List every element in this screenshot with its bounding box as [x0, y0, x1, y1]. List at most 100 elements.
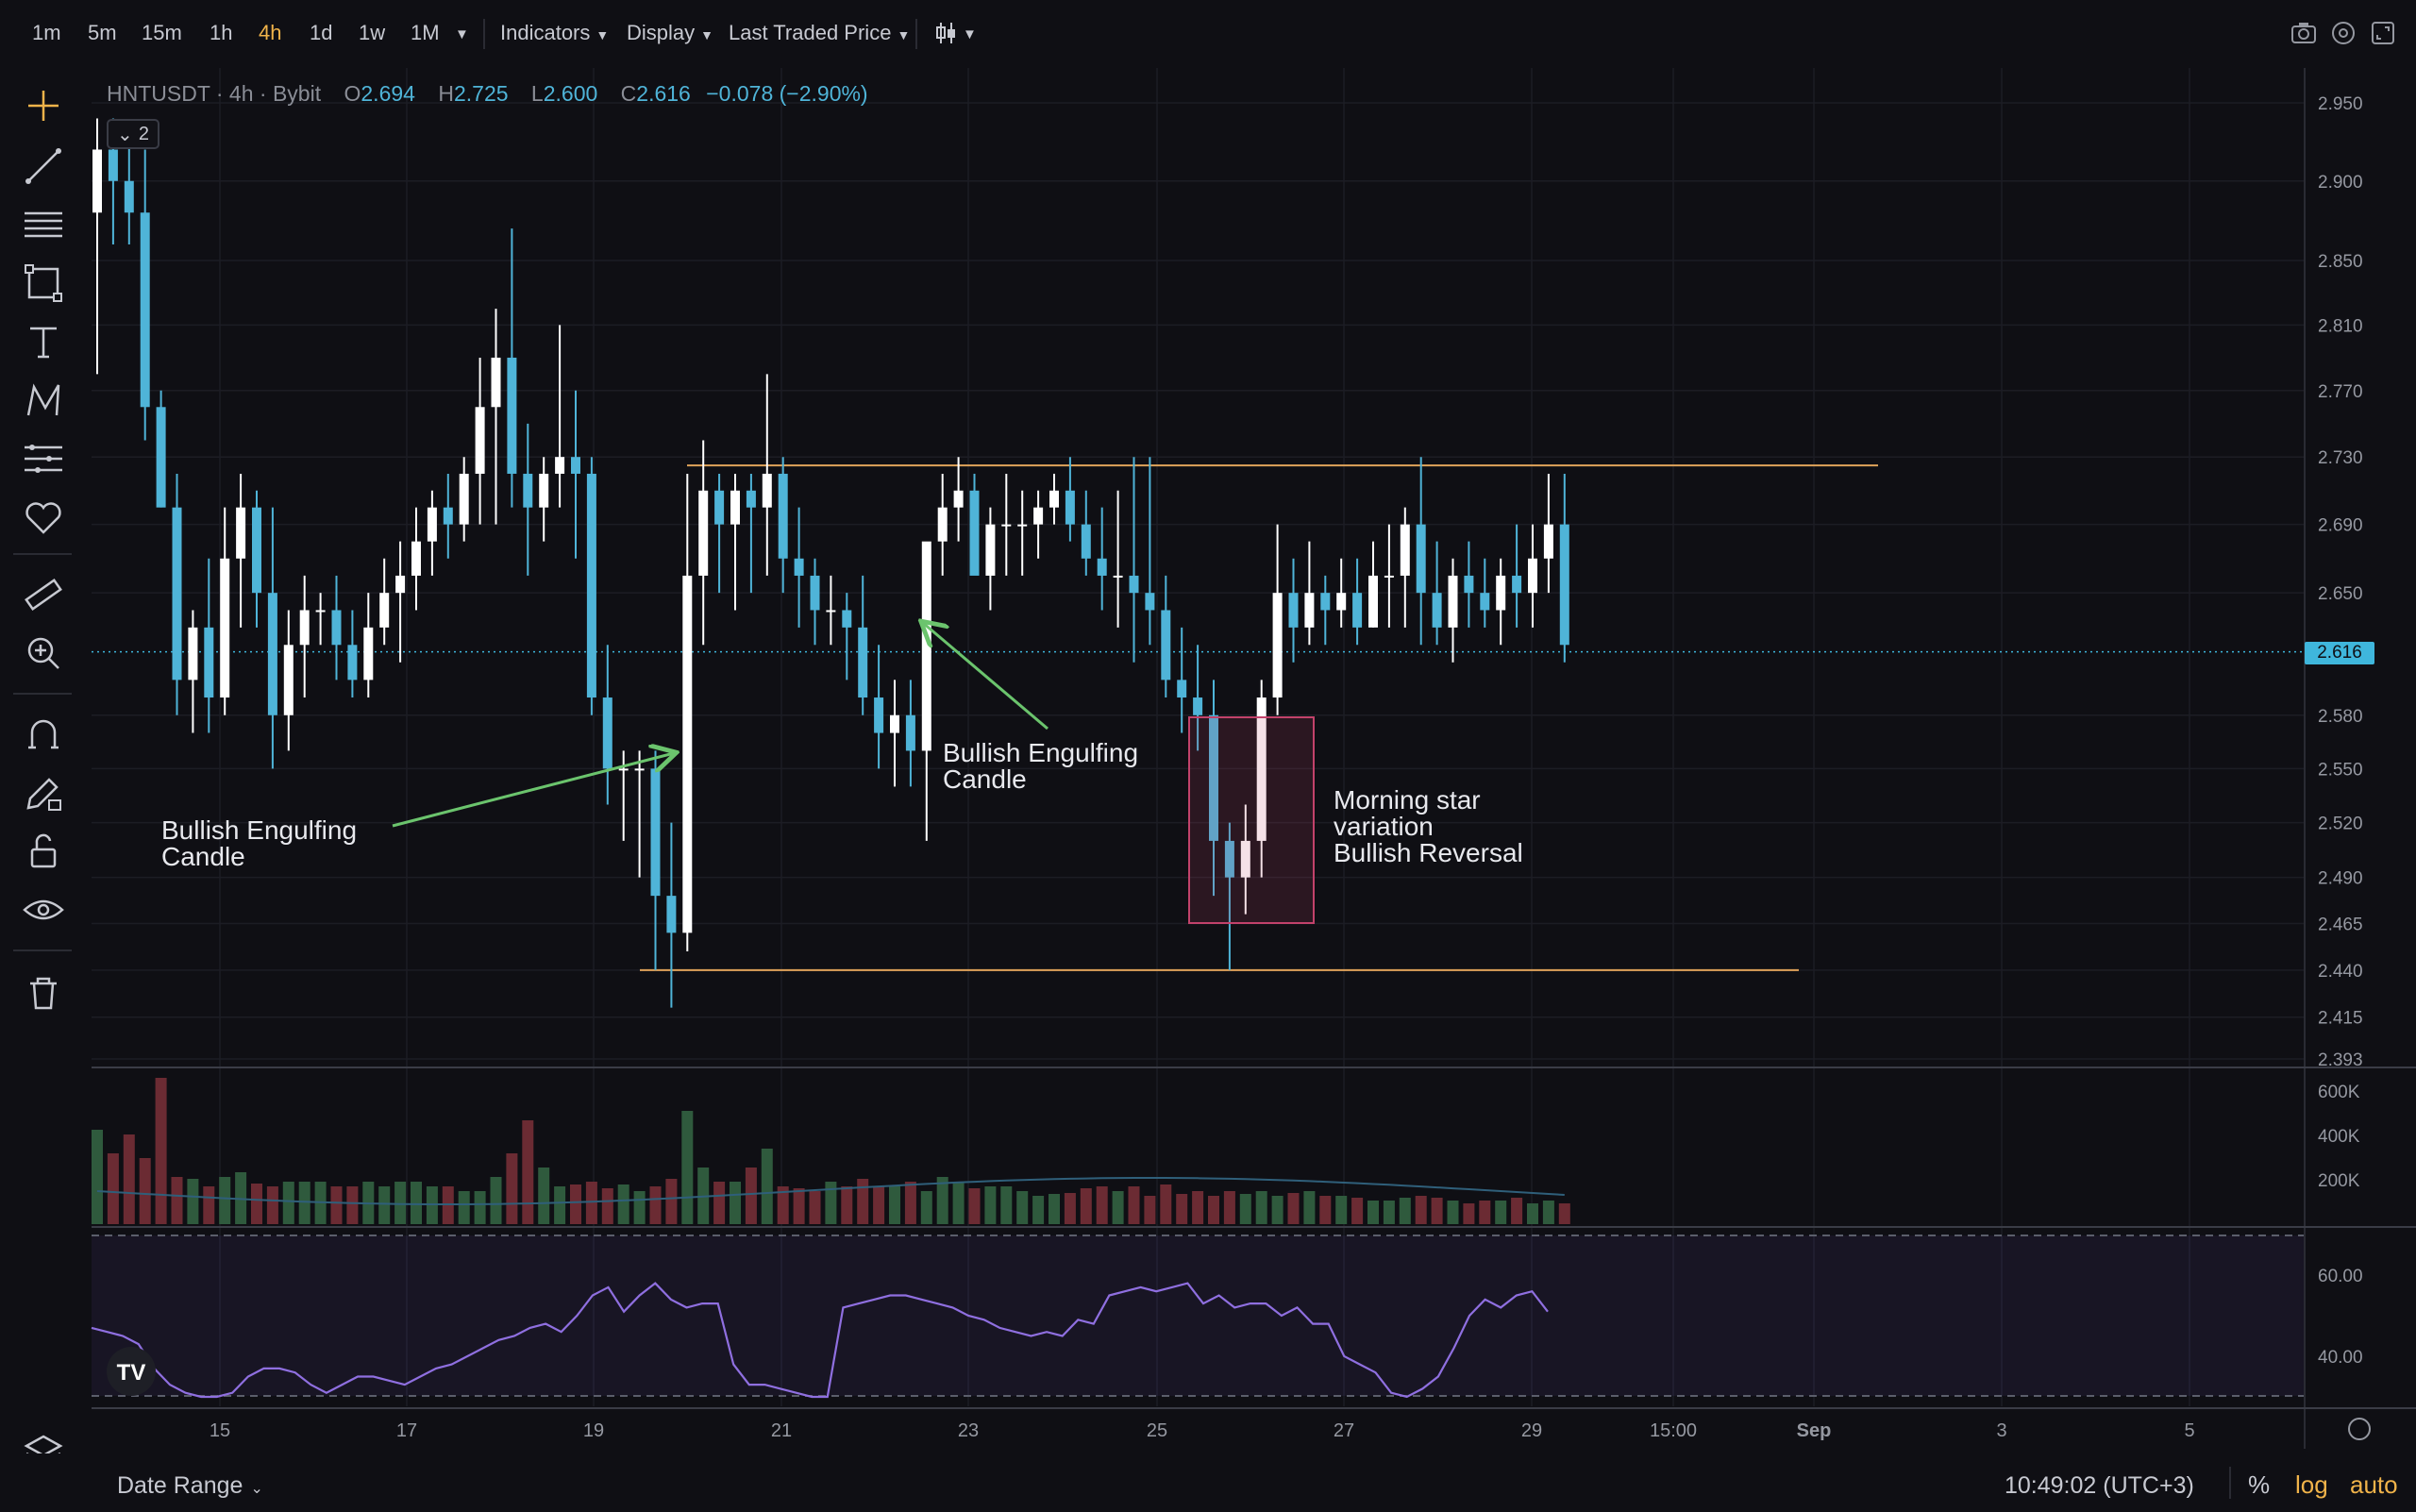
candle-body — [523, 473, 533, 508]
price-source-label: Last Traded Price — [729, 21, 892, 44]
candle-body — [1559, 524, 1569, 646]
candle-body — [140, 212, 150, 408]
volume-bar — [825, 1182, 837, 1224]
candle-body — [1065, 490, 1075, 525]
low-label: L — [530, 81, 544, 106]
pattern-tool[interactable] — [21, 378, 66, 423]
volume-bar — [346, 1186, 359, 1224]
open-value: 2.694 — [361, 81, 415, 106]
time-axis-label: 25 — [1147, 1420, 1167, 1441]
display-button[interactable]: Display ▼ — [627, 21, 713, 45]
favorites-tool[interactable] — [21, 495, 66, 540]
volume-bar — [681, 1111, 694, 1224]
volume-bar — [92, 1130, 103, 1224]
zoom-in-icon — [27, 637, 59, 669]
camera-icon[interactable] — [2290, 19, 2318, 47]
timeframe-4h[interactable]: 4h — [259, 21, 282, 44]
time-axis-label: 3 — [1996, 1420, 2006, 1441]
candle-style-icon[interactable] — [932, 19, 961, 47]
delete-tool[interactable] — [21, 970, 66, 1016]
volume-bar — [745, 1168, 757, 1224]
rectangle-tool[interactable] — [21, 260, 66, 306]
candle-body — [315, 610, 326, 613]
timeframe-1M[interactable]: 1M — [411, 21, 440, 44]
candle-body — [1256, 697, 1267, 841]
pattern-icon — [26, 383, 60, 416]
volume-bar — [857, 1179, 869, 1224]
fib-tool[interactable] — [21, 436, 66, 481]
candle-body — [842, 610, 852, 628]
visibility-tool[interactable] — [21, 887, 66, 932]
text-tool[interactable] — [21, 319, 66, 364]
unlock-tool[interactable] — [21, 829, 66, 874]
volume-bar — [920, 1191, 932, 1224]
chevron-down-icon: ⌄ — [250, 1481, 263, 1497]
price-axis-label: 2.490 — [2318, 869, 2363, 889]
timeframe-1h[interactable]: 1h — [210, 21, 233, 44]
percent-scale-button[interactable]: % — [2248, 1470, 2271, 1499]
magnet-tool[interactable] — [21, 712, 66, 757]
volume-bar — [809, 1191, 821, 1224]
timeframe-1m[interactable]: 1m — [32, 21, 61, 44]
candle-body — [650, 768, 661, 897]
display-label: Display — [627, 21, 696, 44]
settings-icon[interactable] — [2329, 19, 2357, 47]
timeframe-1w[interactable]: 1w — [359, 21, 386, 44]
high-label: H — [438, 81, 454, 106]
time-axis-label: 27 — [1334, 1420, 1354, 1441]
timeframe-15m[interactable]: 15m — [142, 21, 182, 44]
candle-body — [92, 149, 102, 213]
candle-body — [555, 457, 565, 474]
candle-body — [156, 407, 166, 508]
chart-style-caret-icon[interactable]: ▼ — [963, 26, 977, 42]
lock-drawing-tool[interactable] — [21, 770, 66, 815]
fullscreen-icon[interactable] — [2369, 19, 2397, 47]
volume-bar — [1287, 1193, 1300, 1224]
change-value: −0.078 (−2.90%) — [706, 81, 868, 106]
price-source-button[interactable]: Last Traded Price ▼ — [729, 21, 910, 45]
candle-body — [714, 490, 725, 525]
pencil-lock-icon — [26, 778, 61, 811]
log-scale-button[interactable]: log — [2295, 1470, 2328, 1499]
last-price-tag: 2.616 — [2305, 642, 2374, 664]
volume-bar — [538, 1168, 550, 1224]
time-axis-label: 21 — [771, 1420, 792, 1441]
timeframe-more-caret-icon[interactable]: ▼ — [455, 26, 469, 42]
timeframe-1d[interactable]: 1d — [310, 21, 333, 44]
price-axis-label: 2.580 — [2318, 707, 2363, 727]
candle-body — [1224, 840, 1234, 878]
volume-axis-label: 200K — [2318, 1171, 2360, 1191]
candle-body — [411, 541, 421, 576]
crosshair-icon — [28, 91, 59, 121]
candle-body — [1496, 575, 1506, 611]
candle-body — [267, 593, 277, 715]
toolbar-divider — [13, 693, 72, 695]
zoom-tool[interactable] — [21, 630, 66, 676]
volume-bar — [730, 1182, 741, 1224]
volume-bar — [506, 1153, 518, 1224]
volume-bar — [1049, 1194, 1060, 1224]
indicator-collapse-button[interactable]: ⌄ 2 — [107, 119, 159, 149]
price-axis-label: 2.770 — [2318, 382, 2363, 402]
time-axis-label: 29 — [1521, 1420, 1542, 1441]
trend-line-tool[interactable] — [21, 143, 66, 189]
rsi-line — [91, 1282, 1549, 1399]
indicators-button[interactable]: Indicators ▼ — [500, 21, 609, 45]
candle-body — [236, 507, 246, 559]
candle-body — [188, 627, 198, 680]
candle-body — [1097, 558, 1107, 576]
auto-scale-button[interactable]: auto — [2350, 1470, 2398, 1499]
candle-body — [1448, 575, 1458, 628]
price-chart[interactable]: 2.950 2.900 2.850 2.810 2.770 2.730 2.690 2.650… — [0, 0, 2416, 1472]
horizontal-lines-tool[interactable] — [21, 202, 66, 247]
volume-bar — [873, 1186, 885, 1224]
date-range-button[interactable]: Date Range ⌄ — [117, 1472, 263, 1500]
volume-bar — [411, 1182, 422, 1224]
timeframe-5m[interactable]: 5m — [88, 21, 117, 44]
measure-tool[interactable] — [21, 572, 66, 617]
volume-bar — [793, 1188, 805, 1224]
candle-body — [172, 507, 182, 680]
crosshair-tool[interactable] — [21, 83, 66, 128]
candle-body — [204, 627, 214, 698]
candle-body — [1288, 593, 1299, 628]
